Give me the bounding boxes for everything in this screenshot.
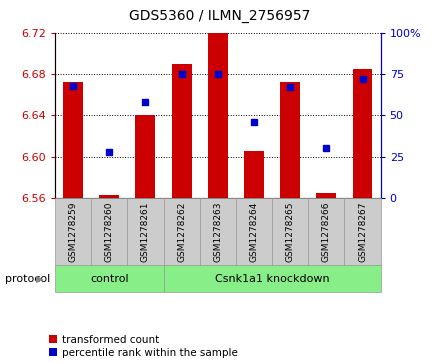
- Text: GSM1278267: GSM1278267: [358, 201, 367, 262]
- Bar: [272, 198, 308, 265]
- Text: GSM1278262: GSM1278262: [177, 201, 186, 262]
- Text: GSM1278263: GSM1278263: [213, 201, 222, 262]
- Text: control: control: [90, 274, 128, 284]
- Bar: [316, 193, 336, 198]
- Legend: transformed count, percentile rank within the sample: transformed count, percentile rank withi…: [49, 335, 238, 358]
- Bar: [55, 265, 164, 292]
- Text: GSM1278266: GSM1278266: [322, 201, 331, 262]
- Bar: [136, 115, 155, 198]
- Bar: [280, 82, 300, 198]
- Bar: [55, 198, 91, 265]
- Text: Csnk1a1 knockdown: Csnk1a1 knockdown: [215, 274, 330, 284]
- Bar: [352, 69, 372, 198]
- Bar: [127, 198, 164, 265]
- Bar: [308, 198, 345, 265]
- Bar: [63, 82, 83, 198]
- Bar: [91, 198, 127, 265]
- Bar: [99, 195, 119, 198]
- Text: GSM1278260: GSM1278260: [105, 201, 114, 262]
- Bar: [164, 198, 200, 265]
- Bar: [244, 151, 264, 198]
- Text: GSM1278265: GSM1278265: [286, 201, 295, 262]
- Bar: [236, 198, 272, 265]
- Bar: [164, 265, 381, 292]
- Text: GDS5360 / ILMN_2756957: GDS5360 / ILMN_2756957: [129, 9, 311, 23]
- Text: protocol: protocol: [5, 274, 51, 284]
- Text: GSM1278259: GSM1278259: [69, 201, 77, 262]
- Bar: [172, 64, 191, 198]
- Text: GSM1278264: GSM1278264: [249, 201, 258, 262]
- Bar: [200, 198, 236, 265]
- Text: ▶: ▶: [36, 274, 44, 284]
- Bar: [345, 198, 381, 265]
- Text: GSM1278261: GSM1278261: [141, 201, 150, 262]
- Bar: [208, 33, 228, 198]
